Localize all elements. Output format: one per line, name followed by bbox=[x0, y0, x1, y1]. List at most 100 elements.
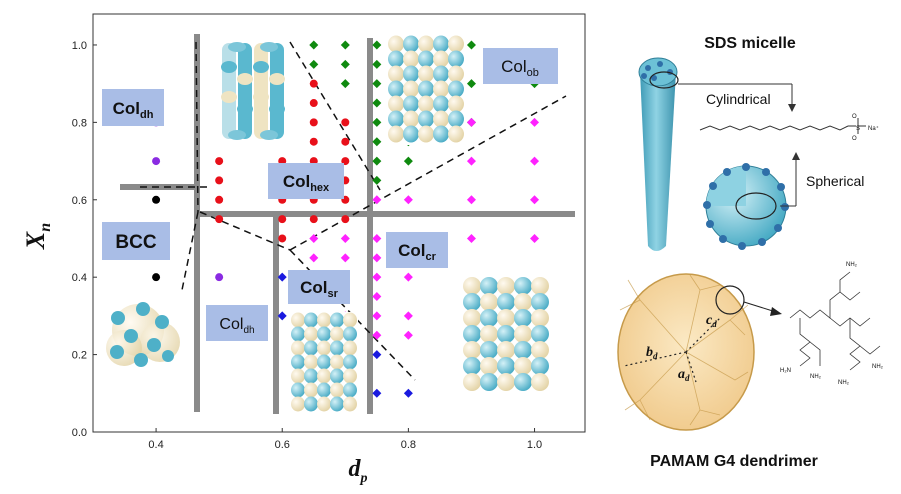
packing-bead bbox=[463, 357, 481, 375]
data-point bbox=[372, 175, 382, 185]
packing-bead bbox=[448, 110, 464, 128]
data-point bbox=[341, 215, 350, 224]
packing-bead bbox=[330, 340, 344, 356]
packing-bead bbox=[531, 309, 549, 327]
svg-text:NH₂: NH₂ bbox=[810, 374, 822, 380]
x-axis-title: dp bbox=[349, 456, 368, 486]
packing-bead bbox=[317, 312, 331, 328]
data-point bbox=[403, 156, 413, 166]
packing-bead bbox=[448, 80, 464, 98]
packing-bead bbox=[497, 309, 515, 327]
packing-bead bbox=[403, 95, 419, 113]
dendron-structure-icon bbox=[789, 271, 881, 371]
packing-bead bbox=[330, 396, 344, 412]
packing-bead bbox=[388, 50, 404, 68]
y-tick-label: 1.0 bbox=[72, 40, 87, 52]
plot-frame bbox=[92, 13, 586, 433]
packing-bead bbox=[514, 357, 532, 375]
packing-bead bbox=[291, 368, 305, 384]
packing-bead bbox=[463, 277, 481, 295]
data-point bbox=[309, 79, 318, 88]
svg-text:Coldh: Coldh bbox=[219, 316, 254, 336]
packing-bead bbox=[304, 354, 318, 370]
y-tick-label: 0.8 bbox=[72, 117, 87, 129]
packing-bead bbox=[418, 65, 434, 83]
data-point bbox=[372, 253, 382, 263]
packing-bead bbox=[317, 382, 331, 398]
data-point bbox=[340, 79, 350, 89]
data-point bbox=[372, 350, 382, 360]
sodium-label: Na⁺ bbox=[868, 125, 879, 132]
svg-text:O: O bbox=[852, 114, 857, 120]
packing-bead bbox=[388, 95, 404, 113]
packing-bead bbox=[463, 341, 481, 359]
data-point bbox=[277, 272, 287, 282]
data-point bbox=[278, 215, 287, 224]
y-tick-label: 0.2 bbox=[72, 350, 87, 362]
packing-bead bbox=[291, 312, 305, 328]
svg-text:Coldh: Coldh bbox=[113, 99, 154, 121]
data-point bbox=[372, 195, 382, 205]
dashed-line-5 bbox=[289, 95, 567, 251]
packing-bead bbox=[343, 354, 357, 370]
data-point bbox=[215, 273, 224, 282]
y-axis-title: Xn bbox=[21, 223, 54, 250]
packing-bead bbox=[480, 293, 498, 311]
data-point bbox=[215, 195, 224, 204]
dendrimer-zoom-circle bbox=[715, 285, 745, 315]
x-tick-label: 0.8 bbox=[401, 439, 416, 451]
data-point bbox=[340, 253, 350, 263]
packing-bead bbox=[463, 325, 481, 343]
packing-bead bbox=[448, 50, 464, 68]
cr-structure-illustration bbox=[462, 277, 549, 392]
packing-bead bbox=[463, 373, 481, 391]
sds-micelle-title: SDS micelle bbox=[704, 35, 796, 52]
packing-bead bbox=[514, 341, 532, 359]
data-point bbox=[372, 117, 382, 127]
data-point bbox=[403, 311, 413, 321]
packing-bead bbox=[403, 80, 419, 98]
svg-text:Colsr: Colsr bbox=[300, 278, 339, 300]
data-point bbox=[372, 98, 382, 108]
packing-bead bbox=[317, 354, 331, 370]
svg-text:BCC: BCC bbox=[115, 232, 156, 253]
packing-bead bbox=[403, 125, 419, 143]
data-point bbox=[466, 40, 476, 50]
data-point bbox=[340, 40, 350, 50]
dashed-line-6 bbox=[199, 211, 291, 251]
data-point bbox=[530, 233, 540, 243]
packing-bead bbox=[403, 50, 419, 68]
data-point bbox=[466, 79, 476, 89]
data-point bbox=[372, 388, 382, 398]
packing-bead bbox=[418, 110, 434, 128]
packing-bead bbox=[433, 125, 449, 143]
data-point bbox=[372, 272, 382, 282]
packing-bead bbox=[418, 95, 434, 113]
svg-text:NH₂: NH₂ bbox=[872, 364, 884, 370]
svg-text:O: O bbox=[852, 136, 857, 142]
packing-bead bbox=[304, 340, 318, 356]
packing-bead bbox=[448, 35, 464, 53]
packing-bead bbox=[343, 340, 357, 356]
cylindrical-micelle-icon bbox=[638, 57, 679, 251]
axis-label-ad: ad bbox=[678, 367, 690, 383]
packing-bead bbox=[388, 110, 404, 128]
y-tick-label: 0.4 bbox=[72, 272, 87, 284]
packing-bead bbox=[480, 357, 498, 375]
packing-bead bbox=[418, 35, 434, 53]
data-point bbox=[466, 195, 476, 205]
packing-bead bbox=[291, 382, 305, 398]
svg-text:H₂N: H₂N bbox=[780, 368, 791, 374]
phase-label-bcc: BCC bbox=[102, 222, 170, 260]
packing-bead bbox=[497, 325, 515, 343]
svg-text:Colob: Colob bbox=[501, 57, 539, 79]
data-point bbox=[372, 79, 382, 89]
phase-label-colsr: Colsr bbox=[288, 270, 350, 304]
data-point bbox=[215, 176, 224, 185]
packing-bead bbox=[531, 341, 549, 359]
bcc-structure-illustration bbox=[105, 296, 181, 374]
x-axis-ticks: 0.4 0.6 0.8 1.0 bbox=[148, 428, 542, 451]
packing-bead bbox=[343, 382, 357, 398]
data-point bbox=[309, 118, 318, 127]
packing-bead bbox=[343, 326, 357, 342]
